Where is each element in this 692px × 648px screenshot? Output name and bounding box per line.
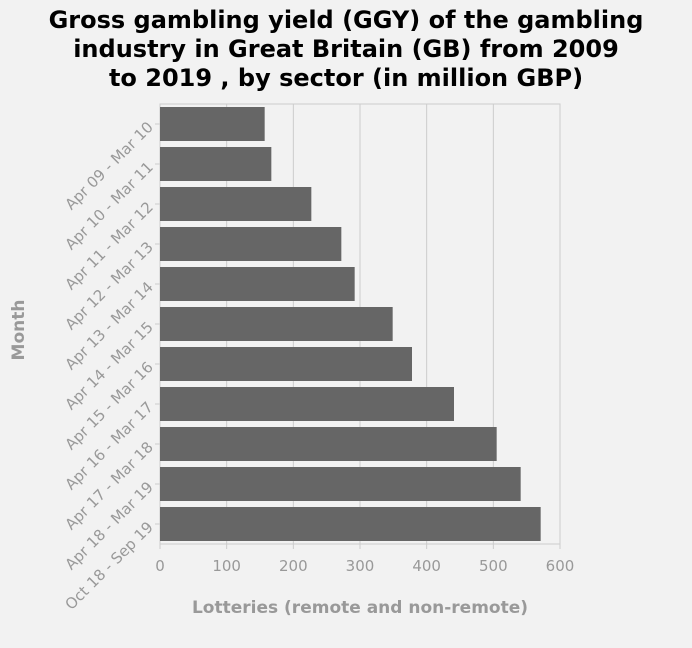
- x-tick-label: 300: [346, 557, 375, 575]
- bar: [160, 107, 265, 141]
- bars: [160, 107, 541, 541]
- bar: [160, 267, 355, 301]
- x-tick-label: 100: [212, 557, 241, 575]
- bar: [160, 307, 393, 341]
- x-axis-title: Lotteries (remote and non-remote): [192, 598, 528, 618]
- x-tick-label: 200: [279, 557, 308, 575]
- bar: [160, 227, 342, 261]
- chart-title: Gross gambling yield (GGY) of the gambli…: [0, 6, 692, 93]
- bar: [160, 427, 497, 461]
- bar: [160, 467, 521, 501]
- chart-title-line: Gross gambling yield (GGY) of the gambli…: [48, 6, 644, 34]
- x-tick-labels: 0 100 200 300 400 500 600: [155, 544, 574, 575]
- x-tick-label: 400: [412, 557, 441, 575]
- chart-title-line: industry in Great Britain (GB) from 2009: [73, 35, 619, 63]
- bar: [160, 187, 312, 221]
- x-tick-label: 600: [546, 557, 575, 575]
- bar: [160, 347, 412, 381]
- x-tick-label: 500: [479, 557, 508, 575]
- x-tick-label: 0: [155, 557, 165, 575]
- chart-title-line: to 2019 , by sector (in million GBP): [108, 64, 584, 92]
- y-axis-title: Month: [9, 300, 29, 361]
- bar: [160, 507, 541, 541]
- bar: [160, 387, 454, 421]
- bar: [160, 147, 272, 181]
